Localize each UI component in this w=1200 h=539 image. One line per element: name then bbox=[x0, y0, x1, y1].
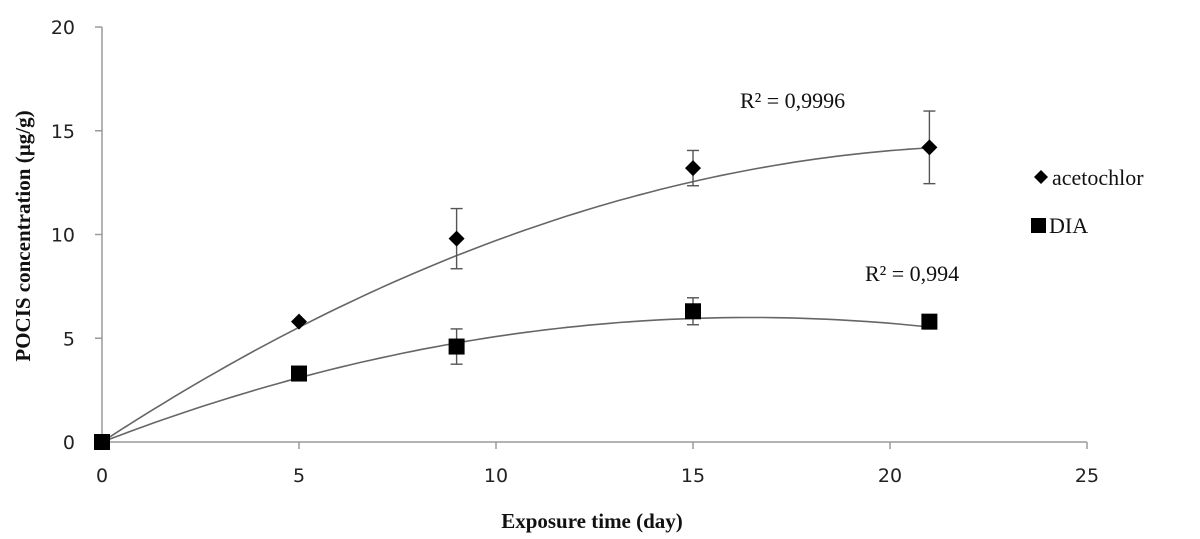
data-point-dia bbox=[921, 313, 938, 330]
data-point-acetochlor bbox=[921, 139, 938, 156]
y-tick-label: 15 bbox=[51, 121, 75, 143]
data-point-acetochlor bbox=[291, 313, 307, 330]
legend-marker-dia bbox=[1031, 218, 1046, 233]
r2-label-dia: R² = 0,994 bbox=[865, 261, 959, 286]
legend-marker-acetochlor bbox=[1034, 170, 1048, 184]
legend-label-dia: DIA bbox=[1049, 213, 1088, 238]
series-layer bbox=[94, 110, 938, 450]
trendline-acetochlor bbox=[101, 147, 930, 443]
y-tick-label: 10 bbox=[51, 225, 75, 247]
y-tick-label: 0 bbox=[63, 432, 75, 454]
x-tick-label: 25 bbox=[1075, 465, 1099, 487]
data-point-dia bbox=[94, 434, 110, 450]
x-tick-label: 15 bbox=[681, 465, 705, 487]
trendline-dia bbox=[101, 316, 930, 443]
x-tick-label: 10 bbox=[484, 465, 508, 487]
x-tick-label: 0 bbox=[96, 465, 108, 487]
y-axis-title: POCIS concentration (µg/g) bbox=[11, 110, 35, 361]
plot-area: 0 5 10 15 20 0 5 10 15 20 25 bbox=[51, 17, 1099, 487]
data-point-dia bbox=[685, 303, 701, 320]
data-point-dia bbox=[448, 338, 465, 355]
legend-label-acetochlor: acetochlor bbox=[1052, 165, 1144, 190]
r2-label-acetochlor: R² = 0,9996 bbox=[740, 88, 845, 113]
y-tick-label: 20 bbox=[51, 17, 75, 39]
legend: acetochlor DIA bbox=[1031, 165, 1144, 238]
data-point-acetochlor bbox=[448, 230, 465, 247]
x-tick-label: 20 bbox=[878, 465, 902, 487]
x-tick-label: 5 bbox=[293, 465, 305, 487]
data-point-dia bbox=[291, 365, 307, 382]
x-axis-title: Exposure time (day) bbox=[501, 509, 683, 533]
y-tick-label: 5 bbox=[63, 328, 75, 350]
data-point-acetochlor bbox=[685, 160, 701, 177]
